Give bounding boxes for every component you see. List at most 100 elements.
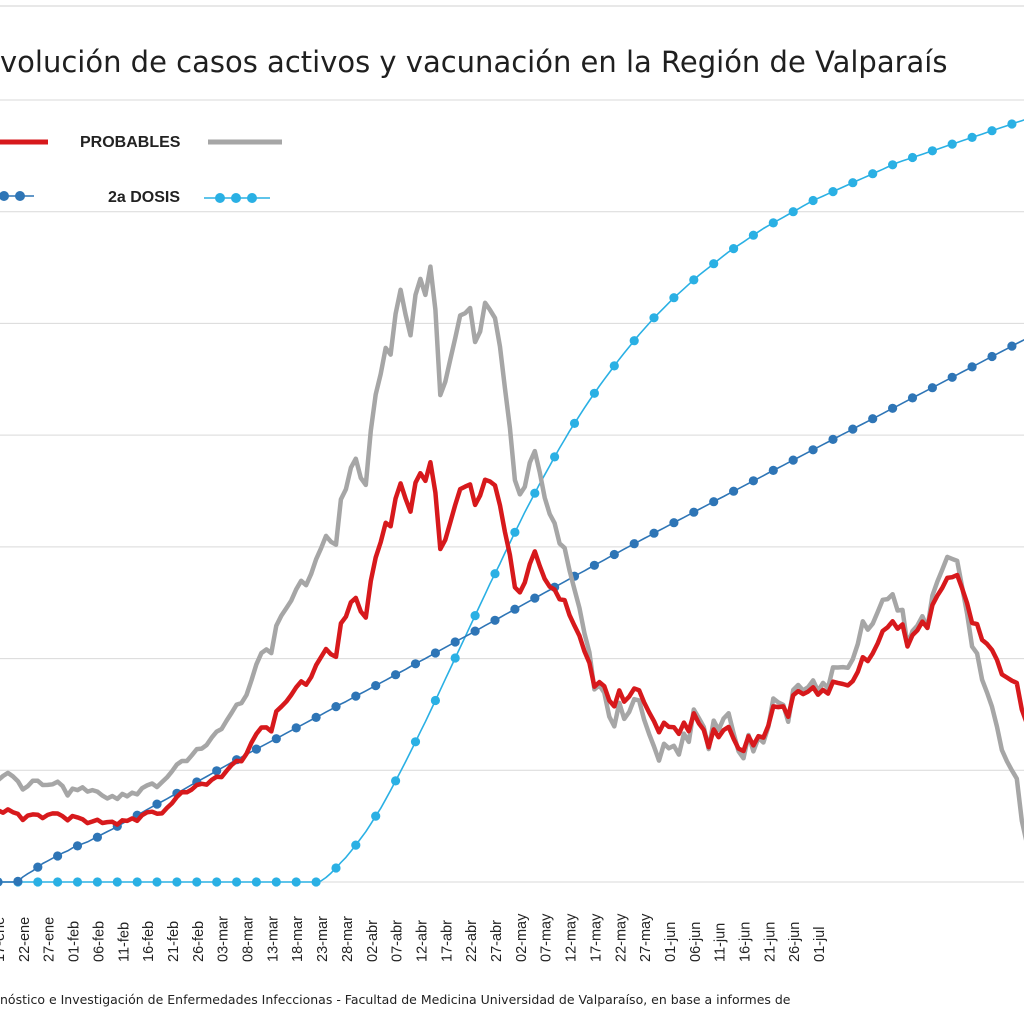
data-point-dosis1: [927, 383, 938, 393]
series-layer: [0, 119, 1024, 887]
x-tick-label: 07-abr: [390, 920, 406, 962]
data-point-dosis1: [848, 424, 858, 434]
chart-title: volución de casos activos y vacunación e…: [0, 45, 947, 79]
data-point-dosis1: [331, 702, 341, 712]
data-point-dosis2: [808, 195, 818, 206]
data-point-dosis2: [748, 230, 759, 240]
data-point-dosis2: [271, 877, 281, 887]
data-point-dosis1: [530, 593, 540, 603]
data-point-dosis1: [729, 486, 739, 496]
data-point-dosis2: [490, 569, 500, 579]
series-probables: [0, 264, 1024, 841]
legend-label-dosis2: 2a DOSIS: [108, 189, 180, 206]
data-point-dosis1: [748, 476, 759, 486]
data-point-dosis2: [589, 388, 600, 398]
data-point-dosis2: [609, 361, 619, 371]
data-point-dosis2: [848, 178, 858, 188]
series-line-activos: [0, 459, 1024, 827]
data-point-dosis2: [251, 877, 261, 887]
data-point-dosis2: [1007, 119, 1017, 129]
source-note: nóstico e Investigación de Enfermedades …: [0, 992, 791, 1007]
x-tick-label: 03-mar: [216, 916, 232, 962]
data-point-dosis2: [907, 152, 918, 163]
data-point-dosis2: [629, 336, 639, 346]
data-point-dosis1: [907, 393, 918, 403]
data-point-dosis1: [629, 539, 639, 549]
data-point-dosis1: [212, 766, 222, 776]
x-tick-label: 01-feb: [67, 921, 83, 962]
data-point-dosis2: [172, 877, 182, 887]
data-point-dosis2: [311, 877, 321, 887]
data-point-dosis1: [53, 851, 63, 861]
data-point-dosis2: [72, 877, 83, 887]
x-tick-label: 26-jun: [787, 922, 803, 962]
data-point-dosis2: [510, 527, 520, 537]
data-point-dosis2: [410, 737, 421, 747]
data-point-dosis1: [987, 351, 997, 362]
x-tick-label: 16-feb: [141, 921, 157, 962]
data-point-dosis2: [371, 811, 381, 821]
data-point-dosis2: [470, 611, 480, 621]
x-tick-label: 06-feb: [91, 921, 107, 962]
data-point-dosis2: [391, 776, 401, 786]
data-point-dosis2: [788, 207, 798, 217]
x-tick-label: 17-abr: [439, 920, 455, 962]
x-tick-label: 17-ene: [0, 917, 8, 962]
data-point-dosis2: [768, 218, 778, 228]
x-tick-label: 06-jun: [688, 922, 704, 962]
data-point-dosis1: [291, 723, 301, 733]
data-point-dosis1: [430, 648, 440, 658]
data-point-dosis1: [72, 841, 83, 851]
data-point-dosis2: [888, 160, 898, 170]
data-point-dosis2: [192, 877, 202, 887]
data-point-dosis2: [927, 146, 938, 156]
data-point-dosis1: [589, 560, 600, 570]
data-point-dosis1: [709, 497, 719, 507]
data-point-dosis1: [470, 626, 480, 636]
x-tick-label: 17-may: [588, 913, 604, 962]
data-point-dosis1: [92, 832, 102, 842]
legend-swatch-dosis2-marker: [215, 193, 225, 203]
data-point-dosis2: [530, 488, 540, 498]
data-point-dosis1: [689, 507, 699, 517]
x-tick-label: 27-abr: [489, 920, 505, 962]
data-point-dosis2: [868, 169, 878, 179]
data-point-dosis1: [251, 744, 261, 754]
data-point-dosis2: [132, 877, 142, 887]
x-tick-label: 02-may: [514, 913, 530, 962]
x-tick-label: 12-may: [564, 913, 580, 962]
data-point-dosis1: [947, 372, 957, 382]
x-tick-label: 22-abr: [464, 920, 480, 962]
data-point-dosis1: [371, 681, 381, 691]
x-tick-label: 18-mar: [290, 916, 306, 962]
x-tick-label: 27-ene: [42, 917, 58, 962]
data-point-dosis1: [868, 414, 878, 424]
data-point-dosis2: [649, 313, 659, 323]
data-point-dosis2: [331, 863, 341, 873]
data-point-dosis1: [669, 518, 679, 528]
legend-label-probables: PROBABLES: [80, 134, 181, 151]
data-point-dosis2: [152, 877, 162, 887]
x-tick-label: 21-feb: [166, 921, 182, 962]
legend: PROBABLES 2a DOSIS: [0, 134, 282, 206]
legend-swatch-dosis2-marker: [231, 193, 241, 203]
x-tick-label: 08-mar: [241, 916, 257, 962]
data-point-dosis2: [212, 877, 222, 887]
x-tick-label: 01-jun: [663, 922, 679, 962]
data-point-dosis2: [232, 877, 242, 887]
series-line-probables: [0, 264, 1024, 841]
data-point-dosis1: [1007, 341, 1017, 351]
x-tick-label: 07-may: [539, 913, 555, 962]
data-point-dosis2: [709, 259, 719, 269]
data-point-dosis1: [808, 445, 818, 455]
x-tick-label: 22-ene: [17, 917, 33, 962]
data-point-dosis2: [450, 653, 460, 663]
data-point-dosis1: [391, 670, 401, 680]
data-point-dosis1: [351, 691, 361, 701]
x-axis-ticks: 17-ene 22-ene 27-ene 01-feb 06-feb 11-feb 16-f…: [0, 913, 828, 962]
data-point-dosis2: [947, 139, 957, 149]
data-point-dosis2: [351, 840, 361, 850]
data-point-dosis2: [291, 877, 301, 887]
